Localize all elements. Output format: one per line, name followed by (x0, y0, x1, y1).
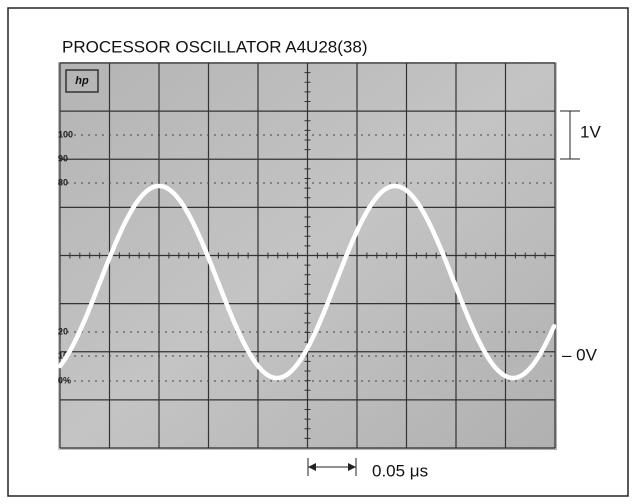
graticule: 100 90 80 20 10 0% (58, 62, 556, 449)
title: PROCESSOR OSCILLATOR A4U28(38) (62, 37, 367, 56)
graticule-label: 10 (58, 350, 68, 360)
zero-label: – 0V (562, 345, 598, 364)
graticule-label: 90 (58, 153, 68, 163)
graticule-label: 80 (58, 177, 68, 187)
logo: hp (75, 75, 89, 87)
volts-label: 1V (580, 122, 601, 141)
graticule-label: 20 (58, 326, 68, 336)
logo-box (65, 69, 99, 93)
trace (57, 183, 557, 381)
graticule-label: 0% (58, 375, 71, 385)
graticule-label: 100 (58, 129, 73, 139)
time-label: 0.05 μs (372, 461, 428, 480)
